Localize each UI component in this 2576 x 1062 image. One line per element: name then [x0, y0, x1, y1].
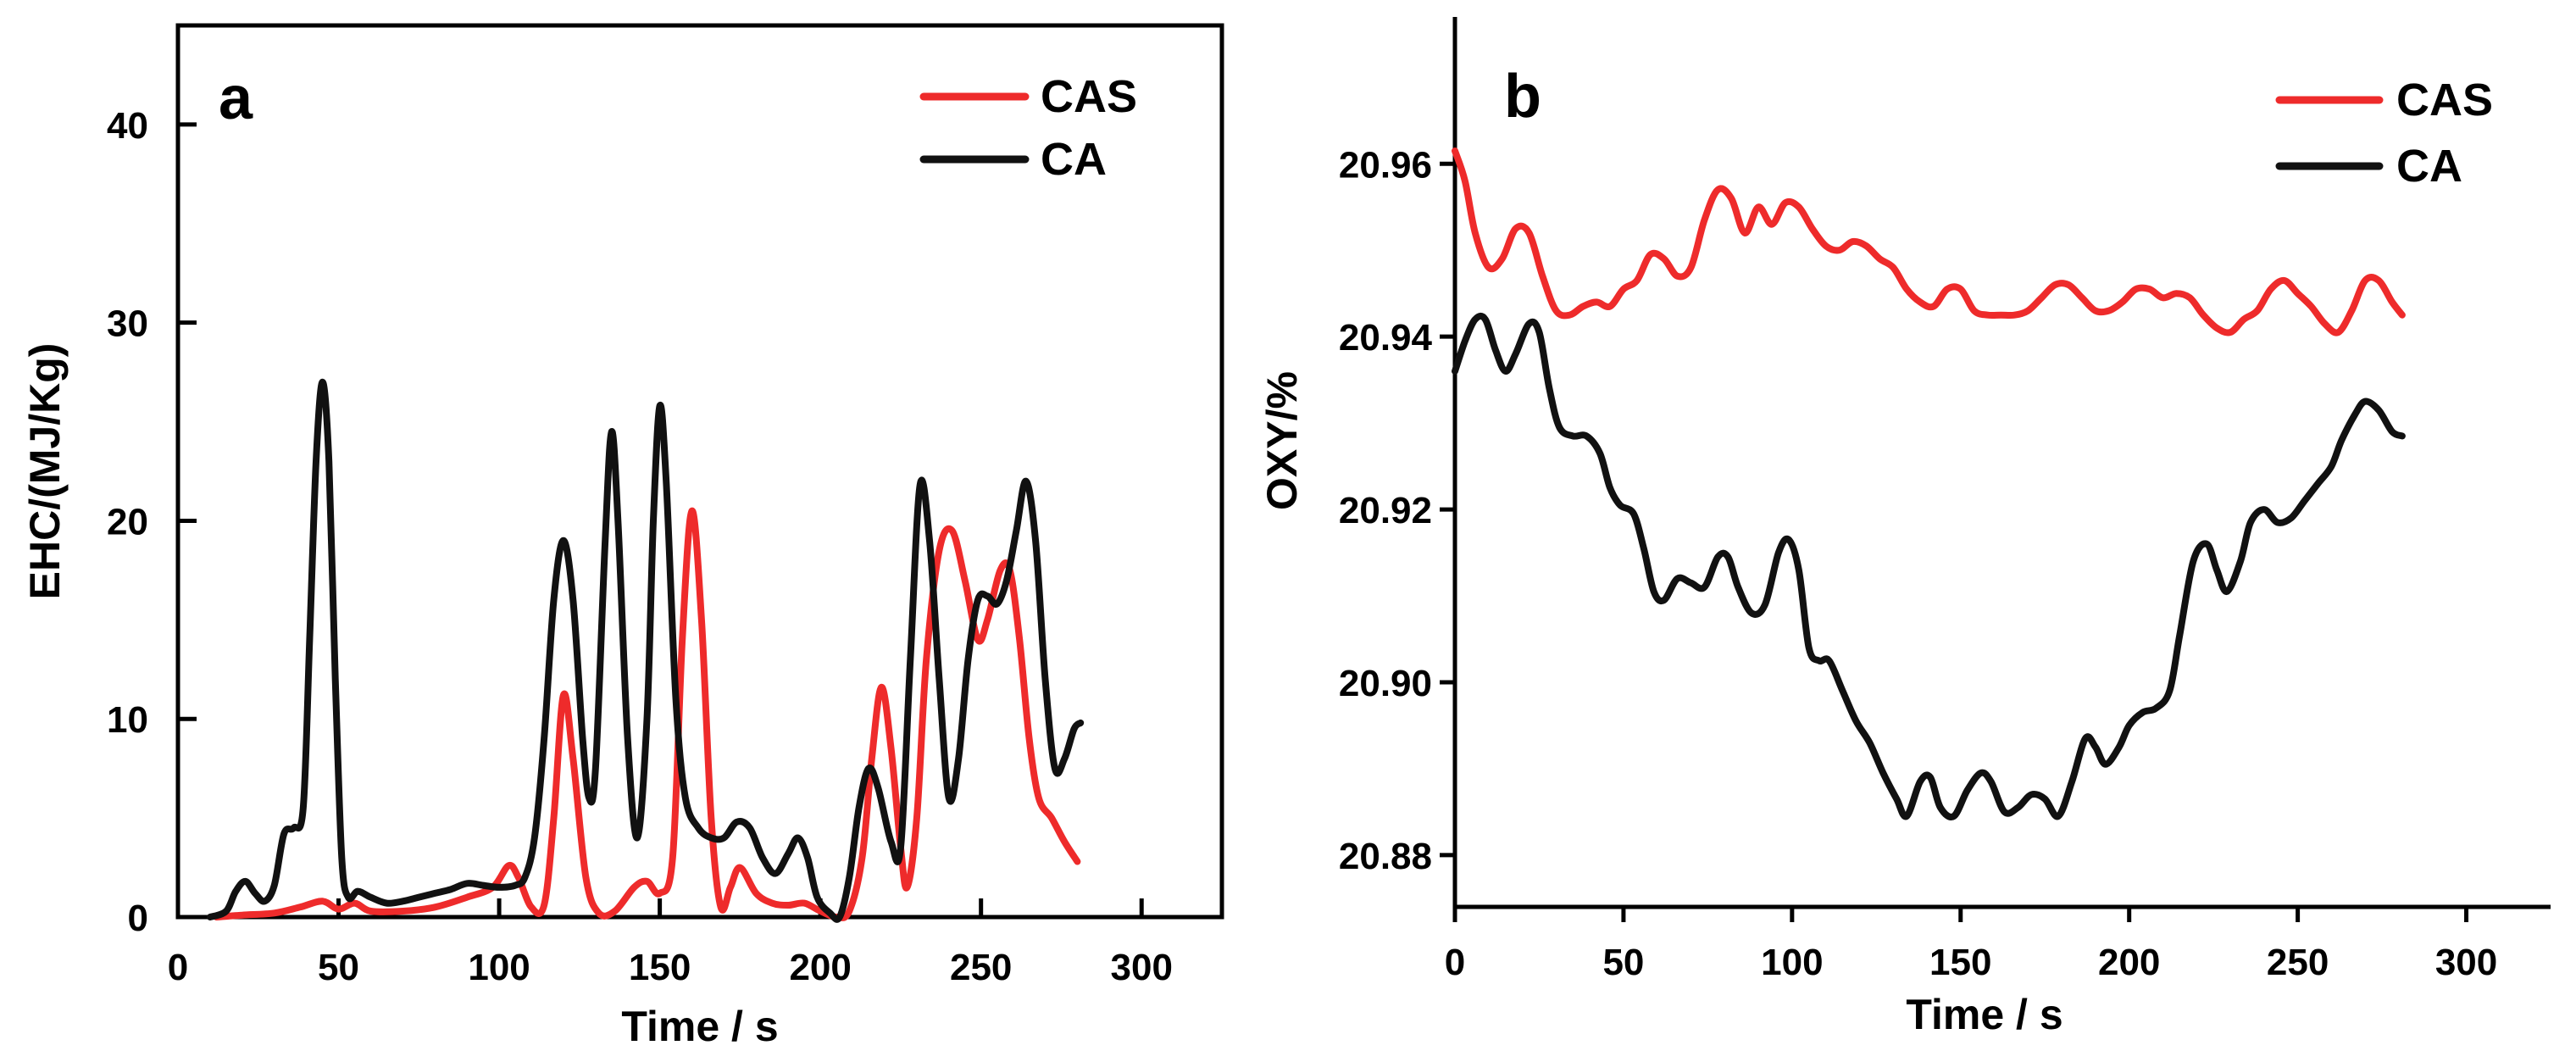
panel-b-x-tick-label: 100	[1761, 942, 1823, 983]
panel-b-label: b	[1504, 63, 1541, 131]
panel-b-x-tick-label: 150	[1929, 942, 1991, 983]
panel-b-legend: CAS CA	[2275, 75, 2493, 192]
panel-a-x-tick-label: 150	[629, 947, 691, 988]
panel-a-y-tick-label: 0	[128, 898, 148, 939]
panel-a-label: a	[219, 64, 253, 132]
legend-b-text-CAS: CAS	[2396, 75, 2493, 125]
panel-b-series-CA	[1452, 312, 2406, 820]
panel-a-x-tick-label: 50	[318, 947, 359, 988]
panel-a-x-tick-label: 250	[950, 947, 1012, 988]
panel-b-xlabel: Time / s	[1906, 991, 2062, 1038]
panel-a-y-tick-label: 20	[107, 501, 148, 542]
panel-b-y-tick-label: 20.94	[1339, 317, 1433, 359]
panel-b-series	[1452, 147, 2406, 820]
panel-b-x-tick-label: 0	[1445, 942, 1465, 983]
panel-a-legend: CAS CA	[919, 71, 1137, 185]
panel-a-x-tick-label: 300	[1111, 947, 1173, 988]
panel-a-chart: 0 50 100 150 200 250 300 0 10 20 30 40 a CAS CA Tim…	[21, 23, 1224, 1050]
panel-a-x-tick-label: 0	[168, 947, 188, 988]
panel-b-x-tick-label: 50	[1602, 942, 1644, 983]
panel-b-x-tick-label: 250	[2267, 942, 2329, 983]
panel-a-series	[206, 378, 1085, 923]
panel-b-y-tick-label: 20.92	[1339, 490, 1432, 531]
panel-b-y-tick-label: 20.88	[1339, 836, 1432, 877]
panel-a-y-tick-label: 30	[107, 303, 148, 345]
panel-b-y-tick-label: 20.96	[1339, 144, 1432, 186]
legend-b-text-CA: CA	[2396, 141, 2462, 192]
panel-b-chart: 0 50 100 150 200 250 300 20.88 20.90 20.92 20.94 20…	[1258, 17, 2551, 1038]
panel-a-x-tick-label: 100	[468, 947, 530, 988]
panel-b-ylabel: OXY/%	[1258, 371, 1306, 510]
panel-b-y-tick-label: 20.90	[1339, 663, 1432, 704]
panel-b-x-tick-label: 300	[2435, 942, 2497, 983]
legend-a-text-CA: CA	[1041, 134, 1107, 185]
panel-a-y-tick-label: 40	[107, 105, 148, 147]
panel-a-plot-frame	[175, 23, 1224, 920]
panel-b-ticks: 0 50 100 150 200 250 300 20.88 20.90 20.92 20.94 20…	[1339, 144, 2497, 983]
panel-a-series-CA	[206, 378, 1085, 923]
panel-b-axes	[1452, 17, 2551, 909]
panel-a-xlabel: Time / s	[621, 1003, 778, 1050]
panel-a-x-tick-label: 200	[789, 947, 851, 988]
panel-b-x-tick-label: 200	[2098, 942, 2160, 983]
panel-a-ylabel: EHC/(MJ/Kg)	[21, 343, 69, 600]
panel-a-y-tick-label: 10	[107, 699, 148, 741]
panel-a-ticks: 0 50 100 150 200 250 300 0 10 20 30 40	[107, 105, 1173, 988]
panel-b-series-CAS	[1452, 147, 2406, 336]
panel-a-axes	[175, 23, 1224, 920]
legend-a-text-CAS: CAS	[1041, 71, 1137, 122]
